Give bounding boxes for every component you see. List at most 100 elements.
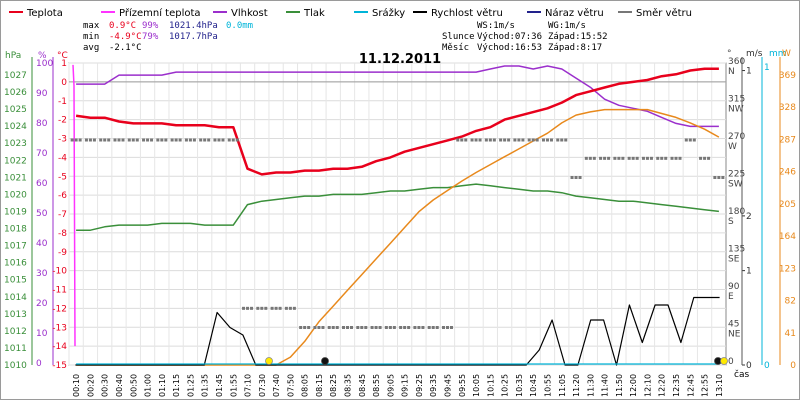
solar-tick: 369 [779, 71, 796, 81]
wind-dir-dot [488, 138, 492, 142]
legend-label: Směr větru [636, 7, 692, 19]
axis-unit-wind: m/s [746, 49, 763, 59]
wind-dir-dot [103, 138, 107, 142]
wind-dir-dot [246, 306, 250, 310]
wind-dir-dot [74, 138, 78, 142]
wind-dir-dot [188, 138, 192, 142]
wind-dir-dot [99, 138, 103, 142]
wind-dir-dot [121, 138, 125, 142]
legend-label: Náraz větru [545, 7, 604, 19]
rain-tick: 0 [764, 361, 770, 371]
wind-tick: 1 [746, 67, 752, 77]
wind-dir-dot [70, 138, 74, 142]
stat-temp: 0.9°C [109, 21, 136, 31]
wind-dir-dot [327, 326, 331, 329]
dir-tick: 135 [728, 245, 745, 255]
x-tick: 00:30 [101, 374, 110, 397]
legend-label: Srážky [372, 7, 405, 19]
wind-dir-dot [303, 326, 307, 329]
chart-title: 11.12.2011 [359, 52, 441, 67]
wind-dir-dot [321, 326, 325, 329]
wind-dir-dot [578, 176, 582, 179]
x-tick: 09:25 [415, 374, 424, 397]
x-tick: 09:05 [386, 374, 395, 397]
dir-tick-label: NE [728, 330, 741, 340]
x-tick: 01:25 [186, 374, 195, 397]
x-tick: 10:35 [515, 374, 524, 397]
x-tick: 07:50 [286, 374, 295, 397]
x-tick: 13:10 [715, 374, 724, 397]
x-tick: 10:55 [543, 374, 552, 397]
wind-dir-dot [203, 138, 207, 142]
press-tick: 1020 [4, 190, 27, 200]
moonset-marker [321, 357, 329, 365]
temp-tick: -6 [58, 191, 67, 201]
temp-tick: -5 [58, 172, 67, 182]
sunrise-marker [265, 357, 273, 365]
x-tick: 00:40 [115, 374, 124, 397]
wind-dir-dot [235, 138, 239, 142]
dir-tick: 0 [728, 357, 734, 367]
rain-tick: 1 [764, 63, 770, 73]
wind-dir-dot [517, 138, 521, 142]
wind-dir-dot [92, 138, 96, 142]
wind-dir-dot [78, 138, 82, 142]
wind-dir-dot [84, 138, 88, 142]
wind-dir-dot [692, 138, 696, 142]
x-tick: 00:20 [86, 374, 95, 397]
axis-unit-rain: mm [769, 49, 787, 59]
wind-dir-dot [603, 156, 607, 160]
x-tick: 12:55 [701, 374, 710, 397]
wind-dir-dot [641, 156, 645, 160]
x-tick: 12:00 [629, 374, 638, 397]
wind-dir-dot [549, 138, 553, 142]
legend-label: Vlhkost [231, 8, 268, 19]
wind-dir-dot [127, 138, 131, 142]
x-tick: 00:10 [72, 374, 81, 397]
dir-tick-label: S [728, 217, 734, 227]
wind-dir-dot [449, 326, 453, 329]
x-tick: 11:30 [586, 374, 595, 397]
stat-hum: 99% [142, 21, 159, 31]
press-tick: 1010 [4, 361, 27, 371]
wind-dir-dot [384, 326, 388, 329]
wind-dir-dot [688, 138, 692, 142]
hum-tick: 40 [36, 239, 48, 249]
press-tick: 1016 [4, 259, 27, 269]
wind-dir-dot [592, 156, 596, 160]
x-tick: 09:35 [429, 374, 438, 397]
x-tick: 08:35 [344, 374, 353, 397]
wind-dir-dot [178, 138, 182, 142]
x-tick: 09:15 [401, 374, 410, 397]
wind-dir-dot [584, 156, 588, 160]
wind-dir-dot [346, 326, 350, 329]
wind-dir-dot [721, 176, 725, 179]
solar-tick: 164 [779, 232, 796, 242]
wind-dir-dot [588, 156, 592, 160]
info-wg: WG:1m/s [548, 21, 586, 31]
wind-dir-dot [631, 156, 635, 160]
wind-dir-dot [299, 326, 303, 329]
solar-tick: 123 [779, 264, 796, 274]
temp-tick: 0 [61, 78, 67, 88]
temp-tick: 1 [61, 59, 67, 69]
wind-dir-dot [150, 138, 154, 142]
wind-dir-dot [221, 138, 225, 142]
wind-dir-dot [484, 138, 488, 142]
wind-dir-dot [213, 138, 217, 142]
wind-dir-dot [270, 306, 274, 310]
x-tick: 12:10 [643, 374, 652, 397]
wind-dir-dot [374, 326, 378, 329]
press-tick: 1012 [4, 327, 27, 337]
wind-dir-dot [545, 138, 549, 142]
wind-dir-dot [599, 156, 603, 160]
wind-dir-dot [350, 326, 354, 329]
dir-tick-label: W [728, 142, 737, 152]
wind-dir-dot [364, 326, 368, 329]
wind-dir-dot [256, 306, 260, 310]
temp-tick: -10 [52, 267, 67, 277]
temp-tick: -14 [52, 342, 67, 352]
axis-unit-dir: ° [727, 49, 732, 59]
stat-temp: -2.1°C [109, 43, 142, 53]
dir-tick: 360 [728, 57, 745, 67]
